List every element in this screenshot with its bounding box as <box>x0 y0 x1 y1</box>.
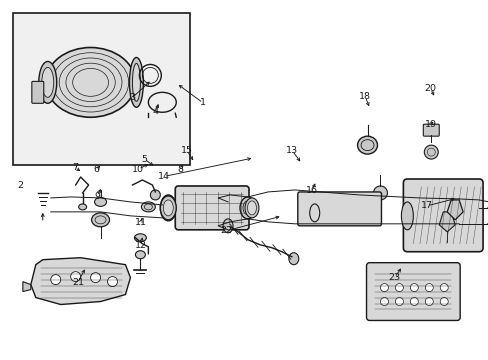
Circle shape <box>51 275 61 285</box>
Text: 23: 23 <box>387 273 400 282</box>
Bar <box>13 13 190 165</box>
Text: 5: 5 <box>142 155 147 164</box>
FancyBboxPatch shape <box>423 124 438 136</box>
Ellipse shape <box>135 251 145 259</box>
Text: 17: 17 <box>420 201 432 210</box>
Ellipse shape <box>244 198 259 218</box>
Ellipse shape <box>288 253 298 265</box>
Circle shape <box>395 284 403 292</box>
Ellipse shape <box>163 200 173 216</box>
FancyBboxPatch shape <box>175 186 248 230</box>
Ellipse shape <box>240 197 255 219</box>
Ellipse shape <box>163 199 173 217</box>
Ellipse shape <box>46 48 135 117</box>
Text: 1: 1 <box>200 98 205 107</box>
Text: 8: 8 <box>177 165 183 174</box>
Circle shape <box>439 284 447 292</box>
Ellipse shape <box>39 62 57 103</box>
Text: 7: 7 <box>72 163 78 172</box>
Text: 20: 20 <box>424 84 436 93</box>
Ellipse shape <box>94 197 106 206</box>
Circle shape <box>439 298 447 306</box>
Circle shape <box>425 298 432 306</box>
Circle shape <box>150 190 160 200</box>
Ellipse shape <box>160 195 176 221</box>
Circle shape <box>90 273 101 283</box>
Ellipse shape <box>401 202 412 230</box>
Polygon shape <box>447 200 462 220</box>
Text: 10: 10 <box>132 165 144 174</box>
Text: 12: 12 <box>135 241 146 250</box>
Circle shape <box>395 298 403 306</box>
Circle shape <box>380 298 387 306</box>
Circle shape <box>409 284 417 292</box>
Text: 4: 4 <box>153 107 159 116</box>
Ellipse shape <box>357 136 377 154</box>
Text: 14: 14 <box>158 172 170 181</box>
Polygon shape <box>31 258 130 305</box>
Text: 6: 6 <box>93 166 99 175</box>
Ellipse shape <box>223 219 233 233</box>
Text: 15: 15 <box>181 146 193 155</box>
Circle shape <box>380 284 387 292</box>
Ellipse shape <box>160 196 176 220</box>
Polygon shape <box>438 212 454 232</box>
FancyBboxPatch shape <box>32 81 44 103</box>
Text: 3: 3 <box>129 93 135 102</box>
Polygon shape <box>23 282 31 292</box>
Circle shape <box>424 145 437 159</box>
Text: 9: 9 <box>94 192 100 201</box>
Text: 11: 11 <box>135 218 146 227</box>
Text: 19: 19 <box>424 120 436 129</box>
Text: 22: 22 <box>220 226 231 235</box>
Ellipse shape <box>79 204 86 210</box>
Circle shape <box>409 298 417 306</box>
Text: 2: 2 <box>18 181 23 190</box>
Ellipse shape <box>41 67 54 97</box>
Ellipse shape <box>132 63 140 101</box>
FancyBboxPatch shape <box>297 192 381 226</box>
Circle shape <box>107 276 117 287</box>
Circle shape <box>373 186 386 200</box>
Text: 21: 21 <box>72 278 84 287</box>
Text: 13: 13 <box>285 146 298 155</box>
FancyBboxPatch shape <box>403 179 482 252</box>
Ellipse shape <box>129 58 143 107</box>
Ellipse shape <box>91 213 109 227</box>
Circle shape <box>71 272 81 282</box>
Circle shape <box>425 284 432 292</box>
Text: 18: 18 <box>359 92 370 101</box>
FancyBboxPatch shape <box>366 263 459 320</box>
Text: 16: 16 <box>305 186 317 195</box>
Ellipse shape <box>247 201 256 215</box>
Ellipse shape <box>141 202 155 212</box>
Ellipse shape <box>243 201 252 215</box>
Ellipse shape <box>134 234 146 242</box>
